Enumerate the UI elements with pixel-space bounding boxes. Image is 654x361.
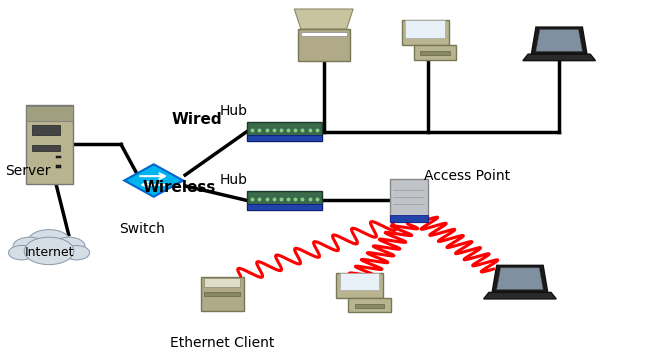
FancyBboxPatch shape [247, 204, 322, 210]
FancyBboxPatch shape [298, 29, 350, 61]
FancyBboxPatch shape [56, 165, 61, 168]
FancyBboxPatch shape [340, 273, 379, 290]
Polygon shape [492, 265, 548, 292]
Circle shape [28, 230, 70, 253]
Polygon shape [484, 292, 556, 299]
FancyBboxPatch shape [26, 105, 73, 184]
Polygon shape [531, 27, 587, 54]
FancyBboxPatch shape [355, 304, 385, 308]
Text: Wireless: Wireless [143, 180, 216, 196]
FancyBboxPatch shape [405, 20, 445, 38]
FancyBboxPatch shape [56, 156, 61, 158]
FancyBboxPatch shape [32, 145, 60, 151]
FancyBboxPatch shape [336, 273, 383, 298]
FancyBboxPatch shape [247, 135, 322, 141]
FancyBboxPatch shape [349, 298, 391, 312]
Text: Internet: Internet [24, 246, 74, 259]
Polygon shape [294, 9, 353, 29]
FancyBboxPatch shape [204, 278, 241, 287]
Circle shape [52, 237, 85, 255]
FancyBboxPatch shape [201, 277, 243, 311]
Text: Hub: Hub [220, 104, 248, 118]
Circle shape [24, 237, 74, 265]
Text: Access Point: Access Point [424, 169, 510, 183]
Circle shape [13, 237, 46, 255]
Polygon shape [124, 164, 183, 197]
Text: Server: Server [5, 164, 51, 178]
Polygon shape [536, 30, 582, 51]
Circle shape [9, 245, 35, 260]
Circle shape [63, 245, 90, 260]
FancyBboxPatch shape [247, 191, 322, 210]
Text: Hub: Hub [220, 173, 248, 187]
FancyBboxPatch shape [390, 215, 428, 222]
Text: Wired: Wired [171, 112, 222, 127]
FancyBboxPatch shape [32, 125, 60, 135]
FancyBboxPatch shape [390, 179, 428, 222]
FancyBboxPatch shape [402, 20, 449, 45]
Text: Switch: Switch [119, 222, 165, 236]
FancyBboxPatch shape [414, 45, 456, 60]
Text: Ethernet Client: Ethernet Client [170, 336, 275, 351]
FancyBboxPatch shape [421, 51, 450, 55]
FancyBboxPatch shape [204, 292, 241, 296]
Polygon shape [497, 268, 543, 290]
FancyBboxPatch shape [26, 106, 73, 121]
FancyBboxPatch shape [301, 32, 347, 36]
FancyBboxPatch shape [247, 122, 322, 141]
Polygon shape [523, 54, 595, 61]
